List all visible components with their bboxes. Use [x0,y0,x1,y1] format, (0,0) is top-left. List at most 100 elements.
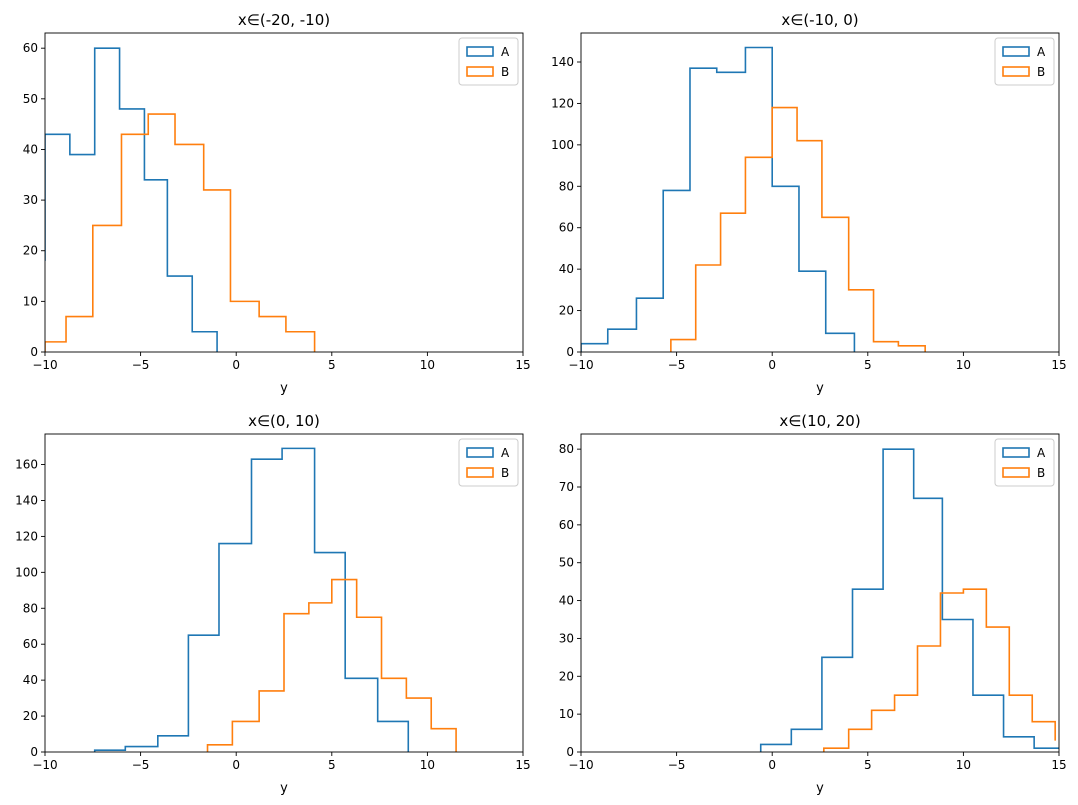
subplot-1: −10 −5 0 5 10 15 0 10 20 30 40 50 60 x∈(-20, -10) y AB [23,11,531,396]
series-group [759,448,1059,752]
y-tick-label: 160 [15,458,38,472]
y-tick-label: 40 [559,594,574,608]
legend-swatch-B [1002,467,1030,478]
axes-frame [44,32,524,353]
x-tick-label: 0 [232,758,240,772]
legend: AB [994,37,1055,86]
y-tick-label: 140 [15,493,38,507]
y-tick-label: 10 [559,707,574,721]
x-tick-label: 5 [864,758,872,772]
y-tick-label: 60 [23,637,38,651]
y-tick-label: 30 [23,193,38,207]
histogram-step-A [45,47,218,352]
x-axis-label: y [816,781,824,796]
x-tick-label: 15 [1051,758,1066,772]
y-tick-label: 50 [23,92,38,106]
y-tick-label: 140 [551,55,574,69]
y-tick-label: 0 [30,745,38,759]
axes-frame [580,433,1060,753]
y-tick-label: 60 [559,518,574,532]
y-tick-label: 60 [23,41,38,55]
series-group [45,47,316,352]
x-tick-label: 0 [768,358,776,372]
y-tick-label: 50 [559,556,574,570]
x-tick-label: 0 [768,758,776,772]
legend-swatch-B [1002,66,1030,77]
x-tick-label: −10 [568,758,593,772]
subplot-title: x∈(0, 10) [248,412,320,430]
axes-frame [44,433,524,753]
legend-box [458,438,519,487]
x-tick-label: 15 [515,358,530,372]
x-tick-label: −5 [132,758,150,772]
histogram-step-B [45,113,316,352]
y-tick-label: 0 [30,345,38,359]
x-tick-label: −10 [32,758,57,772]
subplot-3: −10 −5 0 5 10 15 0 20 40 60 80 100 120 140 160 x∈(0, 10… [15,412,531,796]
y-tick-label: 100 [15,565,38,579]
x-tick-label: 10 [956,758,971,772]
y-tick-label: 40 [23,142,38,156]
x-tick-label: 15 [515,758,530,772]
x-tick-label: 10 [420,358,435,372]
series-group [581,46,926,352]
y-tick-label: 0 [566,345,574,359]
histogram-step-B [823,588,1056,752]
legend-label-A: A [501,446,510,460]
legend-swatch-A [466,46,494,57]
legend-swatch-B [466,467,494,478]
histogram-step-B [206,578,457,752]
legend-label-A: A [1037,446,1046,460]
legend-box [994,438,1055,487]
x-tick-label: 5 [328,358,336,372]
legend: AB [458,438,519,487]
y-tick-label: 100 [551,138,574,152]
x-tick-label: 5 [328,758,336,772]
histogram-step-A [759,448,1059,752]
axes-frame [580,32,1060,353]
x-tick-label: −10 [32,358,57,372]
legend-swatch-A [466,447,494,458]
subplot-2: −10 −5 0 5 10 15 0 20 40 60 80 100 120 140 x∈(-10, 0) y… [551,11,1067,396]
y-tick-label: 80 [559,179,574,193]
y-tick-label: 80 [23,601,38,615]
y-tick-label: 40 [559,262,574,276]
legend-box [458,37,519,86]
y-tick-label: 20 [23,709,38,723]
y-tick-label: 20 [23,244,38,258]
legend-label-A: A [1037,45,1046,59]
y-tick-label: 120 [551,96,574,110]
legend-swatch-A [1002,447,1030,458]
x-axis-label: y [816,381,824,396]
subplot-title: x∈(10, 20) [779,412,860,430]
x-tick-label: −10 [568,358,593,372]
y-tick-label: 60 [559,221,574,235]
series-group [93,447,457,752]
y-tick-label: 40 [23,673,38,687]
x-axis-label: y [280,381,288,396]
subplot-title: x∈(-10, 0) [781,11,858,29]
subplot-title: x∈(-20, -10) [238,11,330,29]
y-tick-label: 120 [15,529,38,543]
x-tick-label: 10 [420,758,435,772]
legend-label-B: B [1037,65,1045,79]
y-tick-label: 30 [559,631,574,645]
x-tick-label: −5 [132,358,150,372]
x-tick-label: −5 [668,358,686,372]
legend-label-B: B [501,466,509,480]
y-tick-label: 0 [566,745,574,759]
y-tick-label: 20 [559,304,574,318]
y-tick-label: 20 [559,669,574,683]
subplot-4: −10 −5 0 5 10 15 0 10 20 30 40 50 60 70 80 x∈(10, 20) y A… [559,412,1067,796]
x-tick-label: 5 [864,358,872,372]
x-tick-label: 10 [956,358,971,372]
legend-box [994,37,1055,86]
legend: AB [458,37,519,86]
x-tick-label: 15 [1051,358,1066,372]
x-tick-label: 0 [232,358,240,372]
legend-swatch-A [1002,46,1030,57]
legend-label-A: A [501,45,510,59]
y-tick-label: 80 [559,442,574,456]
x-axis-label: y [280,781,288,796]
